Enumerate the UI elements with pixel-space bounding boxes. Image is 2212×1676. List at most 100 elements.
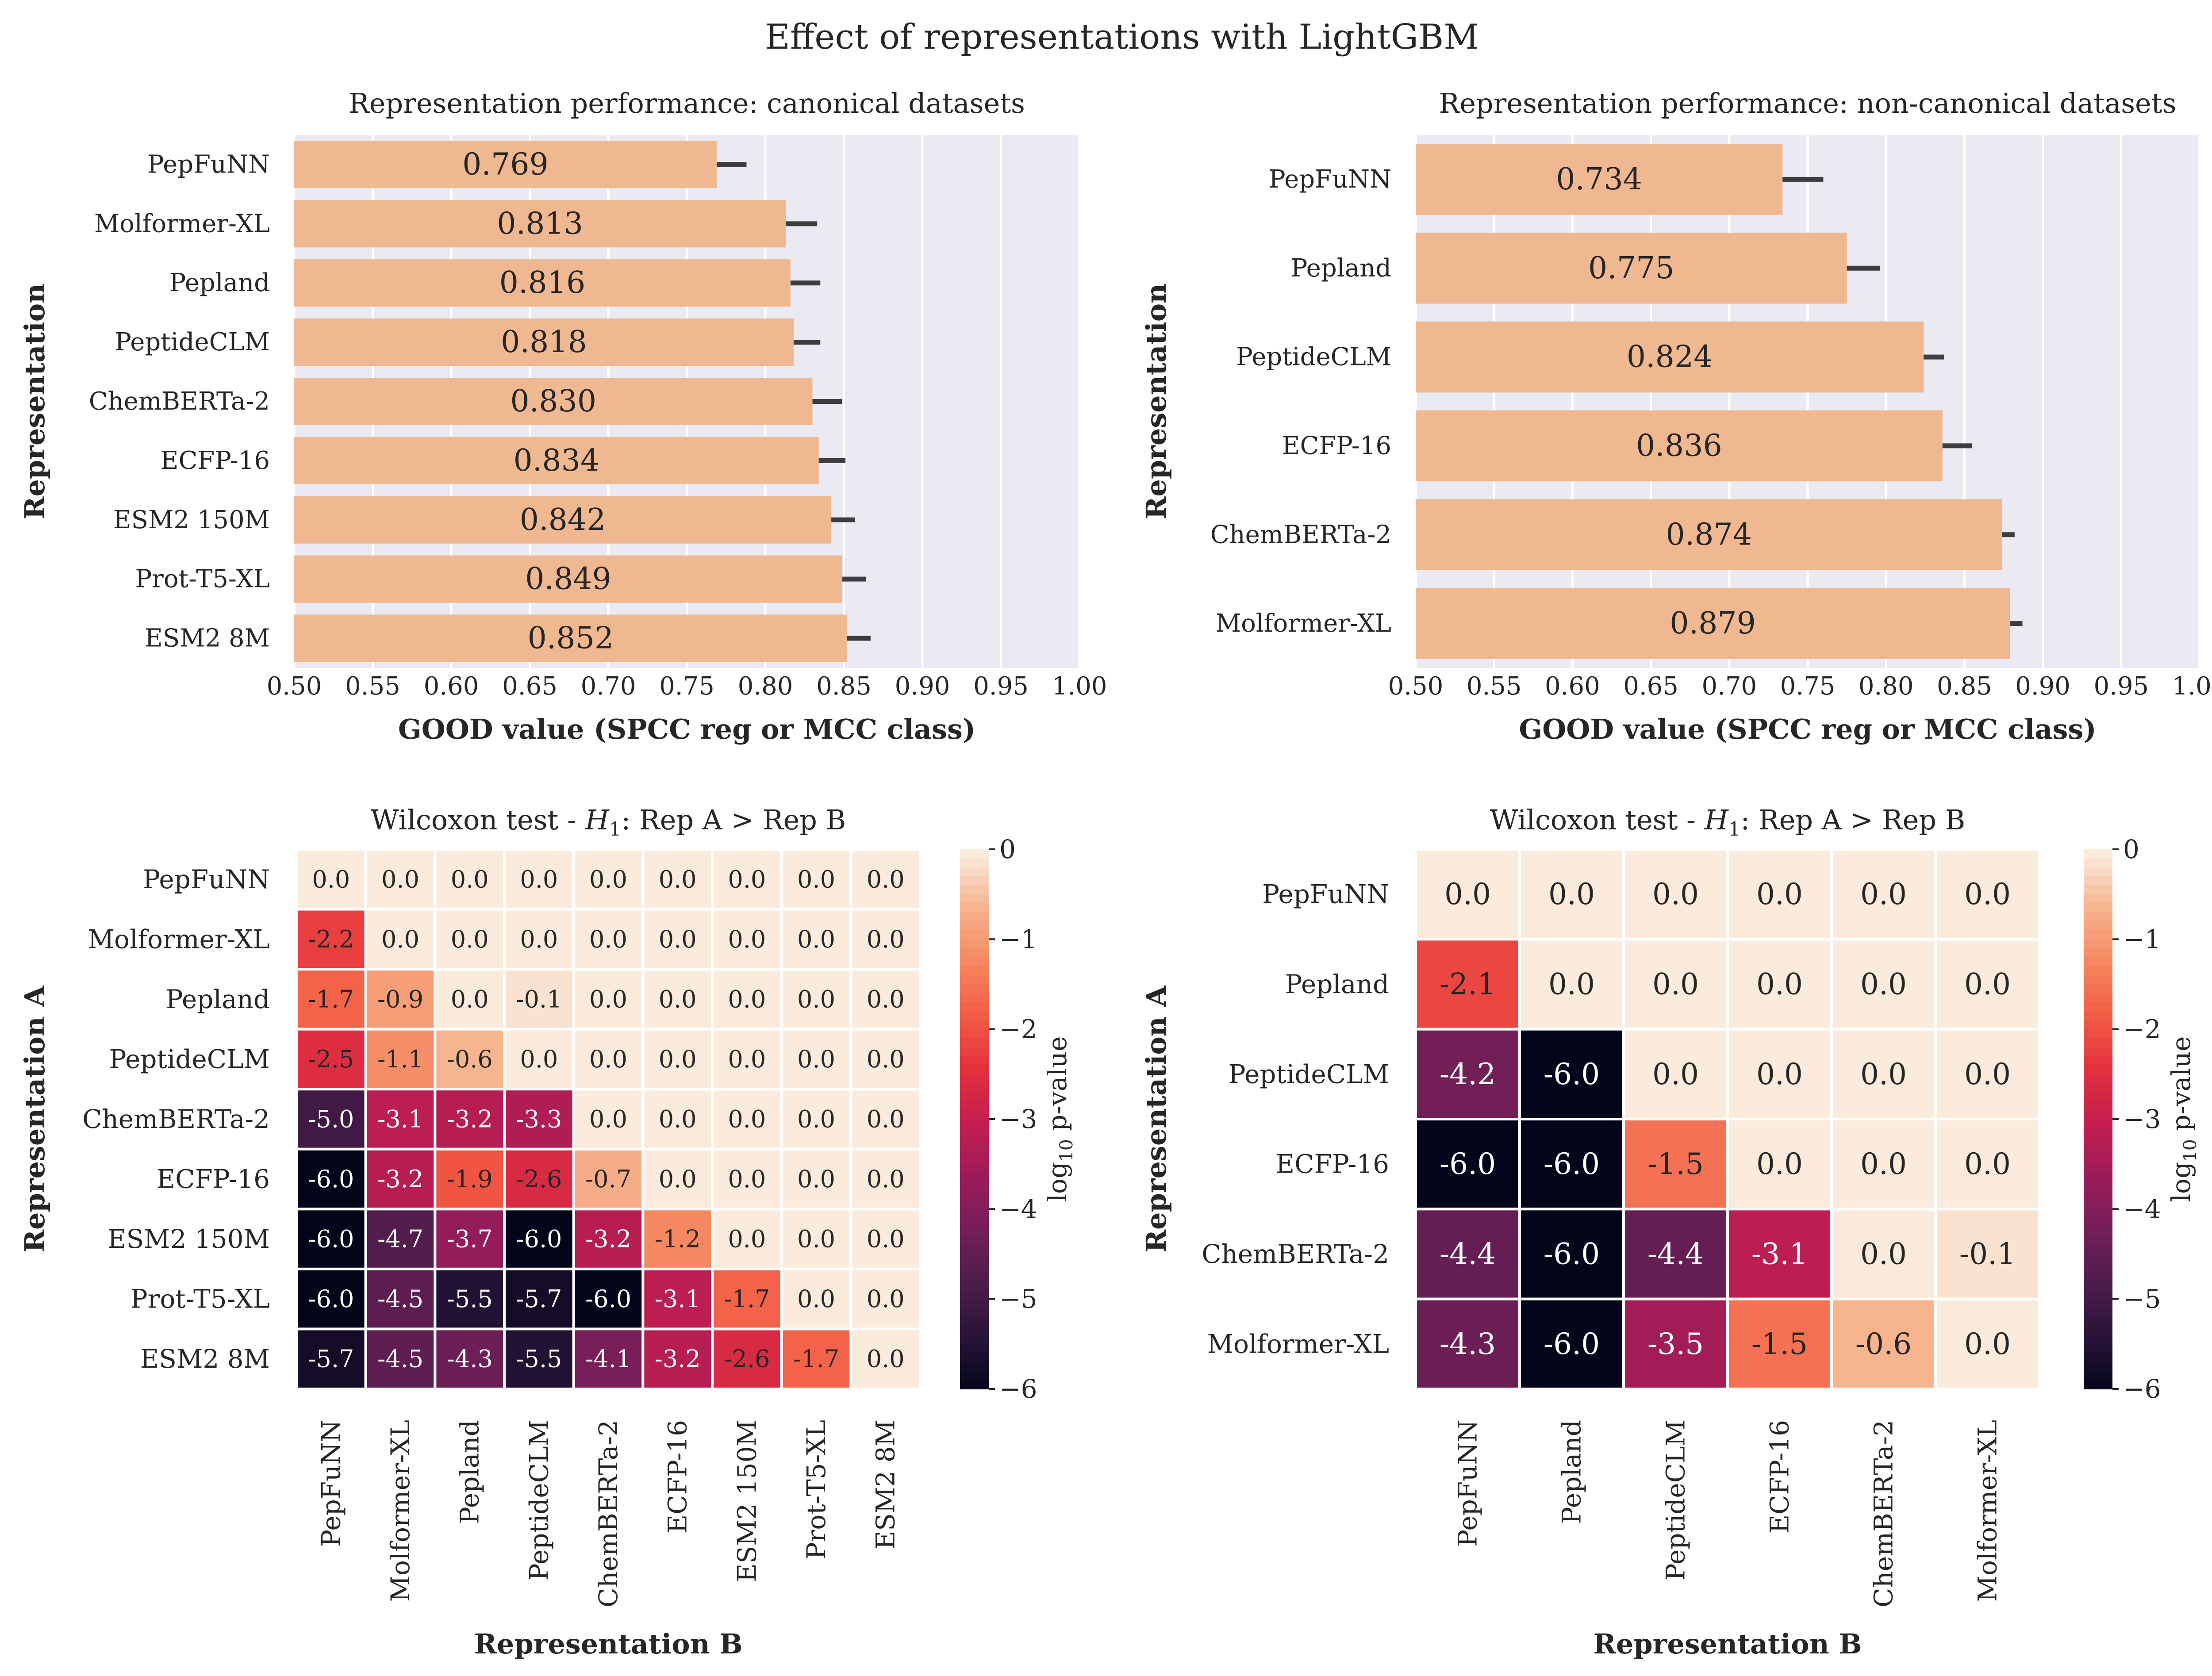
bar-value-label: 0.834 bbox=[514, 443, 600, 478]
col-tick-label: ChemBERTa-2 bbox=[593, 1420, 623, 1607]
cell-value-label: -4.3 bbox=[1440, 1327, 1496, 1361]
colorbar-segment bbox=[2084, 1353, 2112, 1362]
colorbar-tick-label: 0 bbox=[999, 834, 1016, 864]
cell-value-label: -3.2 bbox=[447, 1105, 493, 1133]
cell-value-label: -4.1 bbox=[585, 1345, 631, 1373]
colorbar-segment bbox=[2084, 1020, 2112, 1030]
heatmap-cell bbox=[1830, 1118, 1937, 1211]
col-tick-label: Molformer-XL bbox=[385, 1420, 415, 1602]
cell-value-label: 0.0 bbox=[728, 1045, 766, 1073]
col-tick-label: Pepland bbox=[455, 1420, 485, 1524]
colorbar-segment bbox=[2084, 1101, 2112, 1111]
cell-value-label: -1.1 bbox=[377, 1045, 423, 1073]
colorbar-segment bbox=[960, 1119, 989, 1129]
cell-value-label: 0.0 bbox=[867, 1105, 905, 1133]
cell-value-label: -6.0 bbox=[1544, 1327, 1600, 1361]
chart-title: Representation performance: non-canonica… bbox=[1439, 87, 2177, 119]
colorbar-segment bbox=[2084, 1263, 2112, 1273]
y-tick-label: PepFuNN bbox=[147, 150, 270, 179]
cell-value-label: 0.0 bbox=[867, 865, 905, 893]
heatmap-cell bbox=[1934, 1297, 2041, 1391]
y-tick-label: Molformer-XL bbox=[94, 209, 270, 238]
cell-value-label: 0.0 bbox=[659, 1105, 697, 1133]
colorbar-segment bbox=[960, 921, 989, 931]
colorbar-tick-label: −6 bbox=[2123, 1374, 2161, 1404]
bar-value-label: 0.842 bbox=[520, 502, 606, 537]
heatmap-cell bbox=[780, 908, 853, 971]
colorbar-segment bbox=[960, 1218, 989, 1227]
colorbar-segment bbox=[2084, 1245, 2112, 1254]
cell-value-label: 0.0 bbox=[867, 1165, 905, 1193]
cell-value-label: 0.0 bbox=[797, 1045, 835, 1073]
cell-value-label: 0.0 bbox=[1964, 967, 2011, 1001]
colorbar-segment bbox=[960, 966, 989, 976]
colorbar-segment bbox=[2084, 1146, 2112, 1156]
colorbar-tick-label: −4 bbox=[2123, 1194, 2161, 1224]
heatmap-cell bbox=[1934, 938, 2041, 1031]
x-tick-label: 1.00 bbox=[1052, 672, 1107, 701]
y-axis-label: Representation A bbox=[1140, 986, 1172, 1253]
colorbar-segment bbox=[960, 1299, 989, 1308]
colorbar-segment bbox=[2084, 1236, 2112, 1246]
row-tick-label: ECFP-16 bbox=[157, 1164, 270, 1194]
cell-value-label: 0.0 bbox=[589, 1105, 627, 1133]
y-tick-label: Prot-T5-XL bbox=[135, 565, 270, 594]
cell-value-label: 0.0 bbox=[1860, 1057, 1907, 1091]
x-tick-label: 0.70 bbox=[1701, 672, 1757, 701]
bar-value-label: 0.734 bbox=[1556, 162, 1642, 197]
cell-value-label: 0.0 bbox=[1860, 1237, 1907, 1271]
heatmap-cell bbox=[295, 1147, 367, 1211]
cell-value-label: 0.0 bbox=[1756, 1057, 1803, 1091]
cell-value-label: -5.7 bbox=[308, 1345, 354, 1373]
colorbar-segment bbox=[2084, 876, 2112, 886]
bar-value-label: 0.836 bbox=[1636, 428, 1722, 463]
cell-value-label: -2.1 bbox=[1440, 967, 1496, 1001]
cell-value-label: -4.3 bbox=[447, 1345, 493, 1373]
bar-value-label: 0.816 bbox=[499, 265, 586, 300]
cell-value-label: -1.7 bbox=[793, 1345, 839, 1373]
heatmap-cell bbox=[364, 848, 437, 911]
cell-value-label: 0.0 bbox=[1756, 1147, 1803, 1181]
colorbar-segment bbox=[960, 1146, 989, 1156]
heatmap-cell bbox=[641, 1208, 714, 1270]
cell-value-label: -6.0 bbox=[585, 1285, 631, 1313]
cell-value-label: 0.0 bbox=[867, 1225, 905, 1253]
colorbar-segment bbox=[2084, 1200, 2112, 1210]
heatmap-cell bbox=[849, 908, 922, 971]
bar-value-label: 0.849 bbox=[525, 562, 611, 597]
colorbar-segment bbox=[960, 1182, 989, 1192]
cell-value-label: 0.0 bbox=[1756, 877, 1803, 911]
cell-value-label: -2.6 bbox=[724, 1345, 770, 1373]
bar-value-label: 0.769 bbox=[462, 147, 549, 182]
colorbar-segment bbox=[960, 1074, 989, 1084]
cell-value-label: 0.0 bbox=[797, 1165, 835, 1193]
row-tick-label: Pepland bbox=[166, 984, 270, 1014]
colorbar-segment bbox=[960, 1353, 989, 1362]
cell-value-label: 0.0 bbox=[867, 1285, 905, 1313]
cell-value-label: 0.0 bbox=[589, 865, 627, 893]
heatmap-cell bbox=[1622, 938, 1729, 1031]
row-tick-label: ChemBERTa-2 bbox=[82, 1104, 270, 1134]
colorbar-segment bbox=[960, 1155, 989, 1165]
y-tick-label: ChemBERTa-2 bbox=[1210, 520, 1391, 549]
bar-chart-1: 0.50 0.55 0.60 0.65 0.70 0.75 0.80 0.85 0.90 0.95… bbox=[1140, 87, 2212, 745]
cell-value-label: -0.7 bbox=[585, 1165, 631, 1193]
heatmap-cell bbox=[849, 1267, 922, 1331]
bar bbox=[294, 259, 791, 307]
colorbar-segment bbox=[960, 1128, 989, 1138]
colorbar-segment bbox=[2084, 1002, 2112, 1012]
heatmap-cell bbox=[711, 968, 783, 1031]
bar-value-label: 0.852 bbox=[527, 621, 614, 656]
bar-value-label: 0.830 bbox=[510, 384, 596, 419]
cell-value-label: 0.0 bbox=[1548, 877, 1595, 911]
heatmap-cell bbox=[572, 1147, 645, 1211]
heatmap-cell bbox=[1414, 1028, 1521, 1121]
x-tick-label: 0.60 bbox=[424, 672, 479, 701]
colorbar-segment bbox=[960, 912, 989, 922]
cell-value-label: -3.1 bbox=[377, 1105, 423, 1133]
cell-value-label: 0.0 bbox=[659, 925, 697, 953]
colorbar-segment bbox=[960, 1164, 989, 1174]
colorbar-segment bbox=[960, 1002, 989, 1012]
cell-value-label: 0.0 bbox=[589, 1045, 627, 1073]
